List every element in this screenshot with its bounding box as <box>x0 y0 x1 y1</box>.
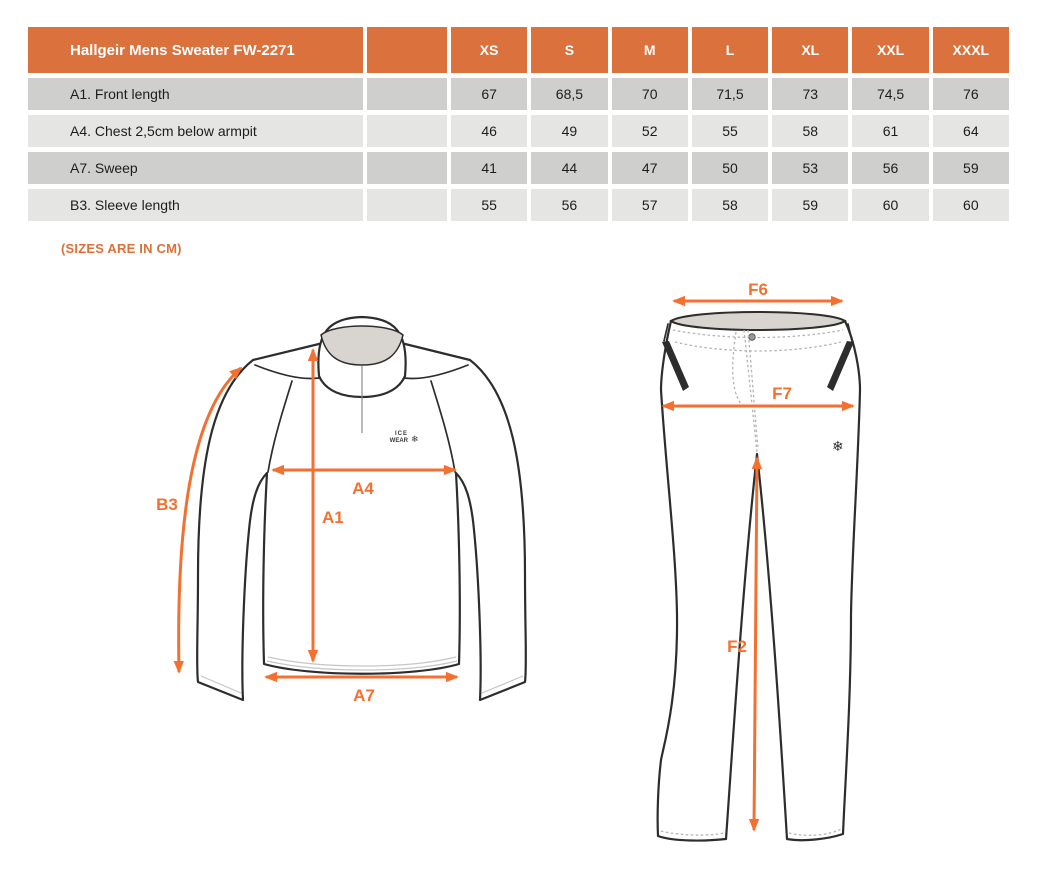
row-label-front-length: A1. Front length <box>28 78 363 110</box>
value-cell: 64 <box>932 115 1009 147</box>
logo-text-line2: WEAR <box>390 438 409 444</box>
center-front-stitch <box>743 329 758 453</box>
value-cell: 55 <box>451 189 528 221</box>
sweater-cuff-stitch-left <box>200 675 242 694</box>
b3-sleeve-arrow <box>173 366 243 674</box>
table-title-cell: Hallgeir Mens Sweater FW-2271 <box>28 27 363 73</box>
pocket-line-right <box>847 323 853 342</box>
value-cell: 46 <box>451 115 528 147</box>
logo-text-line1: ICE <box>395 431 408 437</box>
size-header-s: S <box>531 27 608 73</box>
value-cell: 41 <box>451 152 528 184</box>
size-header-m: M <box>611 27 688 73</box>
hem-stitch-right <box>788 828 842 836</box>
value-cell: 56 <box>531 189 608 221</box>
row-spacer-cell <box>367 115 447 147</box>
size-header-xxl: XXL <box>852 27 929 73</box>
sweater-body-outline <box>196 335 527 702</box>
sweater-raglan-seam-right <box>430 380 456 473</box>
value-cell: 70 <box>611 78 688 110</box>
value-cell: 52 <box>611 115 688 147</box>
value-cell: 47 <box>611 152 688 184</box>
value-cell: 74,5 <box>852 78 929 110</box>
value-cell: 73 <box>772 78 849 110</box>
value-cell: 55 <box>691 115 769 147</box>
icewear-logo: ICE WEAR ❄ <box>390 431 419 444</box>
value-cell: 50 <box>691 152 769 184</box>
value-cell: 57 <box>611 189 688 221</box>
a4-label: A4 <box>352 479 374 498</box>
b3-label: B3 <box>156 495 178 514</box>
sweater-measurement-diagram: ICE WEAR ❄ B3 A4 A1 A7 <box>156 315 527 705</box>
a1-label: A1 <box>322 508 344 527</box>
f6-label: F6 <box>748 280 768 299</box>
f2-label: F2 <box>727 637 747 656</box>
size-header-xs: XS <box>451 27 528 73</box>
value-cell: 59 <box>772 189 849 221</box>
row-spacer-cell <box>367 152 447 184</box>
value-cell: 61 <box>852 115 929 147</box>
hem-stitch-left <box>660 830 725 836</box>
row-spacer-cell <box>367 78 447 110</box>
sweater-collar-inner <box>320 325 404 366</box>
value-cell: 53 <box>772 152 849 184</box>
a7-label: A7 <box>353 686 375 705</box>
value-cell: 60 <box>852 189 929 221</box>
value-cell: 76 <box>932 78 1009 110</box>
pants-measurement-diagram: ❄ F6 F7 F2 <box>656 280 862 842</box>
value-cell: 60 <box>932 189 1009 221</box>
row-label-sweep: A7. Sweep <box>28 152 363 184</box>
value-cell: 59 <box>932 152 1009 184</box>
header-spacer-cell <box>367 27 447 73</box>
value-cell: 71,5 <box>691 78 769 110</box>
sweater-hem-stitch-2 <box>266 660 458 671</box>
value-cell: 56 <box>852 152 929 184</box>
sweater-cuff-stitch-right <box>481 675 524 694</box>
value-cell: 49 <box>531 115 608 147</box>
value-cell: 68,5 <box>531 78 608 110</box>
pants-body-outline <box>656 319 862 842</box>
f2-inseam-arrow <box>748 456 763 832</box>
snowflake-icon: ❄ <box>832 438 844 454</box>
row-label-chest: A4. Chest 2,5cm below armpit <box>28 115 363 147</box>
sizes-unit-note: (SIZES ARE IN CM) <box>61 241 182 256</box>
sweater-hem-stitch <box>267 656 457 667</box>
f7-label: F7 <box>772 384 792 403</box>
waistband-stitch-top <box>672 329 844 339</box>
pocket-right <box>827 341 854 391</box>
value-cell: 58 <box>772 115 849 147</box>
size-table: Hallgeir Mens Sweater FW-2271 XS S M L X… <box>28 27 1009 221</box>
size-header-xxxl: XXXL <box>932 27 1009 73</box>
fly-stitch <box>732 331 748 408</box>
row-label-sleeve-length: B3. Sleeve length <box>28 189 363 221</box>
size-header-xl: XL <box>772 27 849 73</box>
value-cell: 58 <box>691 189 769 221</box>
pocket-left <box>662 341 689 391</box>
value-cell: 44 <box>531 152 608 184</box>
snowflake-icon: ❄ <box>411 434 419 444</box>
sweater-raglan-seam-left <box>267 380 293 473</box>
waist-button <box>748 333 756 341</box>
pocket-line-left <box>663 323 669 342</box>
pants-waist-rim <box>669 311 847 331</box>
center-front-stitch-2 <box>747 329 759 449</box>
value-cell: 67 <box>451 78 528 110</box>
size-header-l: L <box>691 27 769 73</box>
row-spacer-cell <box>367 189 447 221</box>
